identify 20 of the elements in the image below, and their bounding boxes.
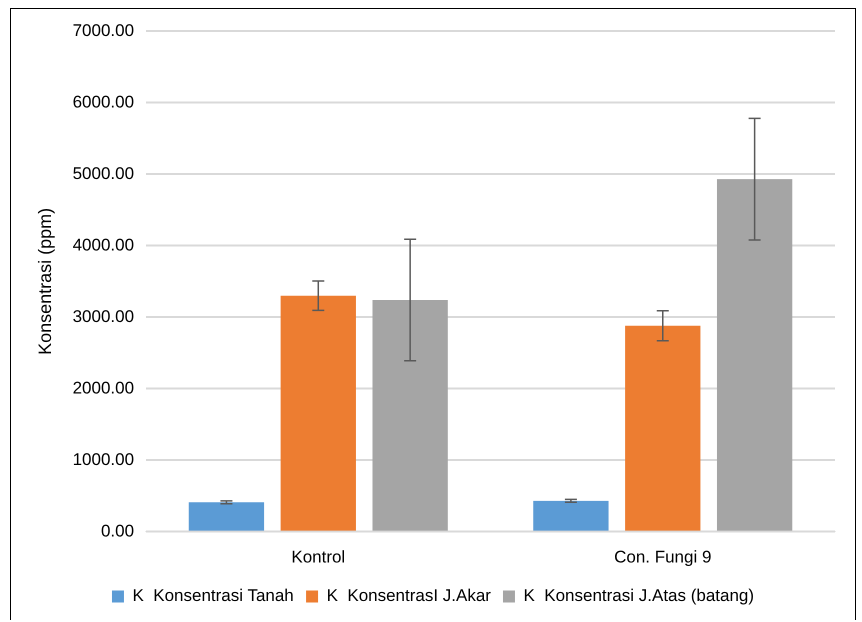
x-tick-label: Con. Fungi 9 <box>614 547 712 566</box>
legend-label: K KonsentrasI J.Akar <box>326 586 492 606</box>
y-axis-title: Konsentrasi (ppm) <box>34 208 55 355</box>
bar <box>716 179 792 531</box>
legend-label: K Konsentrasi Tanah <box>132 586 294 606</box>
bar <box>625 326 700 531</box>
y-tick-label: 5000.00 <box>72 164 134 183</box>
x-tick-label: Kontrol <box>291 547 346 566</box>
y-tick-label: 1000.00 <box>72 450 134 469</box>
bar <box>372 300 448 531</box>
bar <box>280 296 356 531</box>
bar <box>188 502 264 531</box>
y-tick-label: 0.00 <box>100 521 134 540</box>
y-tick-label: 3000.00 <box>72 306 134 326</box>
y-tick-label: 6000.00 <box>72 92 134 112</box>
bar <box>533 500 609 531</box>
y-tick-label: 2000.00 <box>72 378 134 398</box>
y-tick-label: 4000.00 <box>72 235 134 254</box>
legend-label: K Konsentrasi J.Atas (batang) <box>523 586 754 606</box>
y-tick-label: 7000.00 <box>72 20 134 40</box>
